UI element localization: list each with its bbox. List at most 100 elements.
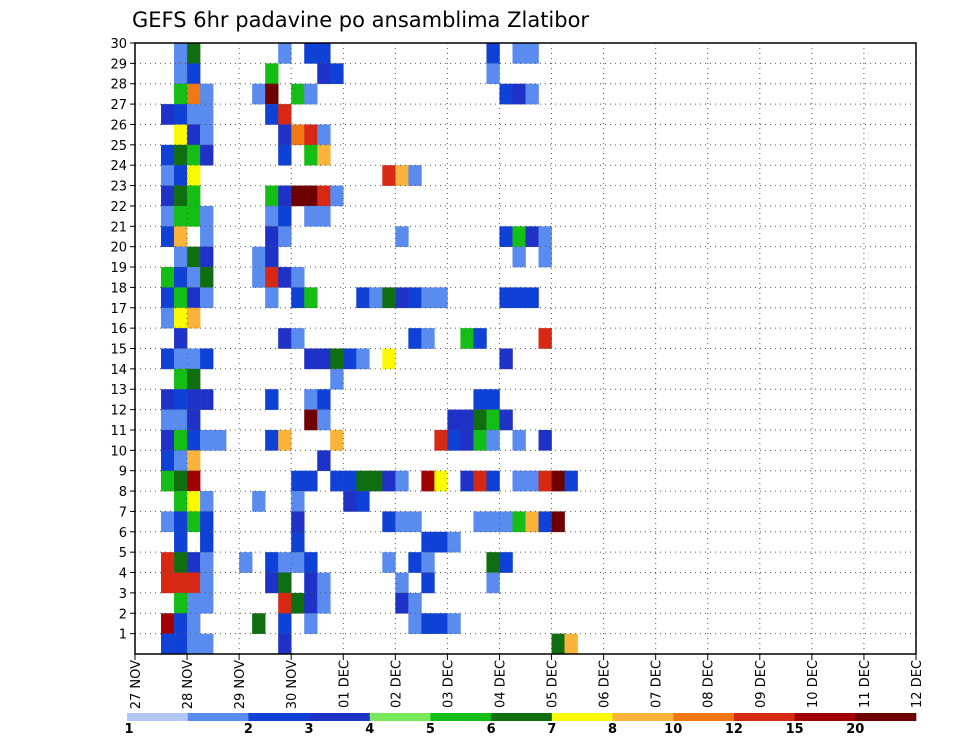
- precip-cell: [174, 205, 188, 227]
- precip-cell: [434, 287, 448, 309]
- precip-cell: [330, 368, 344, 390]
- precip-cell: [525, 511, 539, 533]
- precip-cell: [252, 83, 266, 105]
- precip-cell: [369, 287, 383, 309]
- precip-cell: [317, 144, 331, 166]
- precip-cell: [200, 144, 214, 166]
- precip-cell: [187, 165, 201, 186]
- precip-cell: [421, 572, 435, 594]
- precip-cell: [460, 429, 474, 451]
- precip-cell: [486, 409, 500, 431]
- precip-cell: [291, 552, 305, 573]
- precipitation-cells: [161, 43, 578, 655]
- precip-cell: [525, 43, 539, 64]
- precip-cell: [330, 470, 344, 492]
- precip-cell: [200, 491, 214, 512]
- precip-cell: [525, 470, 539, 492]
- precip-cell: [161, 104, 175, 125]
- precip-cell: [369, 470, 383, 492]
- precip-cell: [174, 226, 188, 247]
- precip-cell: [525, 83, 539, 105]
- precip-cell: [486, 429, 500, 451]
- precip-cell: [499, 287, 513, 309]
- precip-cell: [356, 287, 370, 309]
- y-tick-label: 3: [119, 587, 127, 602]
- precip-cell: [161, 389, 175, 410]
- precip-cell: [161, 613, 175, 634]
- precip-cell: [356, 491, 370, 512]
- precip-cell: [395, 287, 409, 309]
- x-tick-label: 05 DEC: [546, 660, 561, 708]
- precip-cell: [174, 328, 188, 349]
- precip-cell: [174, 409, 188, 431]
- precip-cell: [265, 389, 279, 410]
- precip-cell: [161, 307, 175, 329]
- precip-cell: [304, 409, 318, 431]
- precip-cell: [265, 83, 279, 105]
- y-tick-label: 18: [110, 281, 127, 296]
- precip-cell: [174, 389, 188, 410]
- precip-cell: [239, 552, 253, 573]
- precip-cell: [421, 287, 435, 309]
- precip-cell: [304, 470, 318, 492]
- precip-cell: [174, 633, 188, 655]
- precip-cell: [473, 511, 487, 533]
- precip-cell: [408, 552, 422, 573]
- precip-cell: [330, 185, 344, 207]
- precip-cell: [161, 348, 175, 370]
- precip-cell: [174, 307, 188, 329]
- precip-cell: [187, 83, 201, 105]
- y-tick-label: 30: [110, 37, 127, 52]
- legend-swatch: [551, 713, 613, 721]
- dotted-grid: [135, 42, 916, 654]
- legend-swatch: [369, 713, 431, 721]
- precip-cell: [499, 348, 513, 370]
- precip-cell: [278, 613, 292, 634]
- precip-cell: [252, 246, 266, 268]
- precip-cell: [161, 205, 175, 227]
- precip-cell: [538, 246, 552, 268]
- precip-cell: [200, 226, 214, 247]
- x-tick-label: 02 DEC: [389, 660, 404, 708]
- legend-label: 10: [664, 722, 682, 737]
- precip-cell: [278, 572, 292, 594]
- precip-cell: [317, 63, 331, 85]
- precip-cell: [291, 124, 305, 146]
- precip-cell: [174, 124, 188, 146]
- precip-cell: [161, 144, 175, 166]
- precip-cell: [512, 287, 526, 309]
- precip-cell: [291, 185, 305, 207]
- precip-cell: [187, 613, 201, 634]
- precip-cell: [161, 552, 175, 573]
- precip-cell: [382, 165, 396, 186]
- precip-cell: [304, 185, 318, 207]
- precip-cell: [278, 144, 292, 166]
- y-tick-label: 27: [110, 98, 127, 113]
- precip-cell: [408, 165, 422, 186]
- precip-cell: [265, 287, 279, 309]
- precip-cell: [187, 368, 201, 390]
- precip-cell: [161, 165, 175, 186]
- precip-cell: [291, 328, 305, 349]
- legend-label: 3: [305, 722, 314, 737]
- precip-cell: [434, 429, 448, 451]
- precip-cell: [200, 552, 214, 573]
- precip-cell: [252, 491, 266, 512]
- precip-cell: [174, 429, 188, 451]
- precip-cell: [486, 511, 500, 533]
- precip-cell: [317, 450, 331, 471]
- precip-cell: [174, 613, 188, 634]
- precip-cell: [161, 267, 175, 288]
- legend-label: 5: [426, 722, 435, 737]
- precip-cell: [200, 205, 214, 227]
- y-tick-label: 17: [110, 302, 127, 317]
- precip-cell: [343, 470, 357, 492]
- precip-cell: [161, 287, 175, 309]
- legend-swatch: [794, 713, 856, 721]
- precip-cell: [291, 83, 305, 105]
- precip-cell: [486, 63, 500, 85]
- precip-cell: [330, 348, 344, 370]
- x-tick-label: 03 DEC: [441, 660, 456, 708]
- precip-cell: [187, 267, 201, 288]
